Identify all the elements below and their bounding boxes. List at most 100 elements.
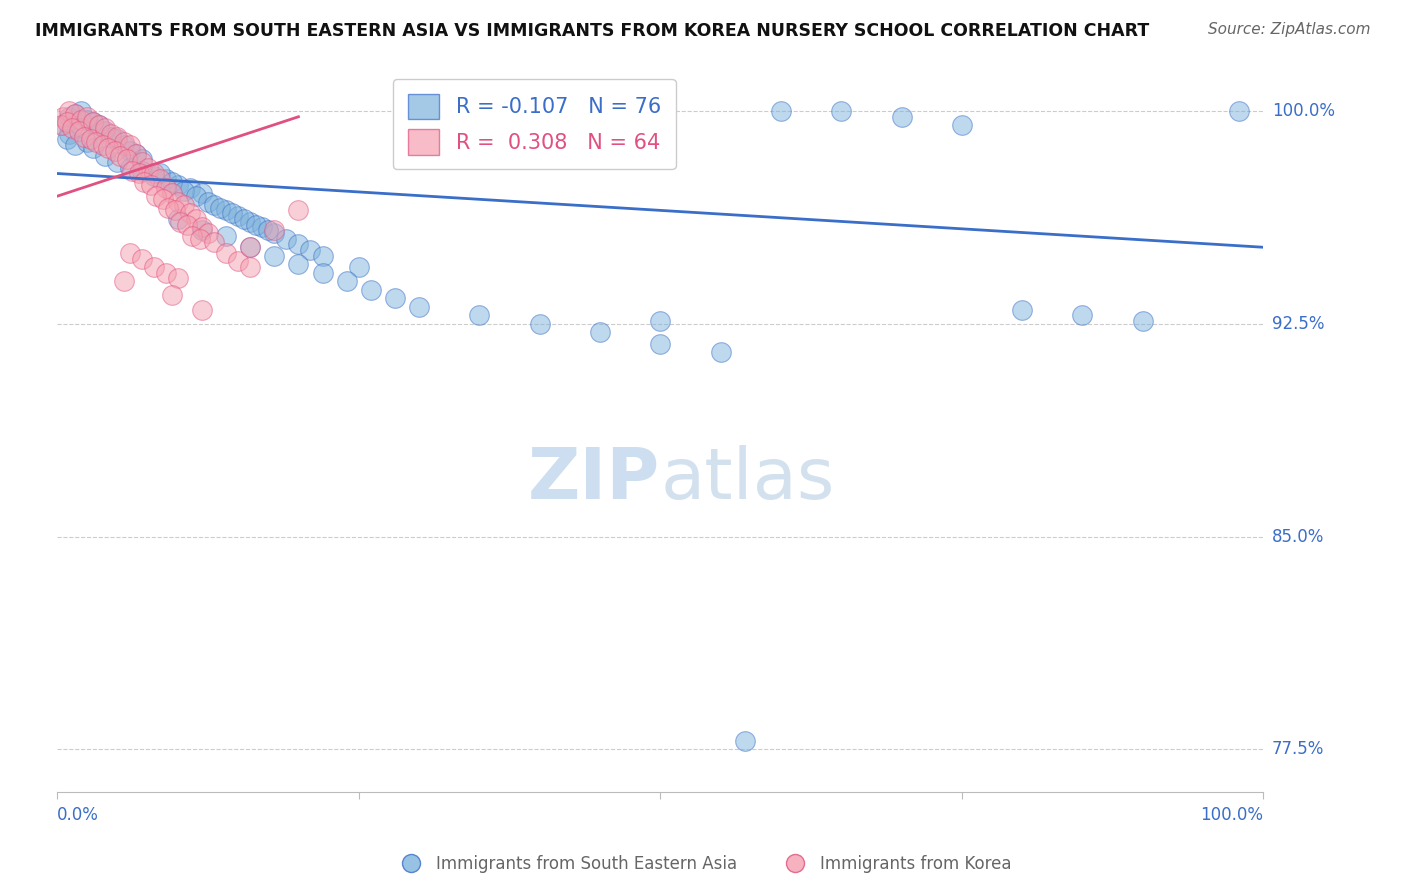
Point [76, 136, 98, 150]
Point [769, 104, 792, 119]
Point [157, 201, 180, 215]
Point [155, 180, 177, 194]
Text: 77.5%: 77.5% [1272, 740, 1324, 758]
Point [299, 243, 322, 257]
Point [226, 209, 249, 223]
Point [118, 138, 141, 153]
Point [131, 155, 153, 169]
Point [239, 240, 262, 254]
Point [104, 144, 127, 158]
Point [142, 260, 165, 274]
Point [160, 175, 183, 189]
Point [94, 124, 117, 138]
Point [132, 175, 155, 189]
Point [347, 260, 370, 274]
Point [112, 274, 135, 288]
Point [131, 163, 153, 178]
Point [65, 107, 87, 121]
Point [360, 283, 382, 297]
Text: 85.0%: 85.0% [1272, 528, 1324, 546]
Point [287, 203, 309, 218]
Point [67, 124, 90, 138]
Point [89, 118, 111, 132]
Point [70, 121, 93, 136]
Point [145, 189, 167, 203]
Point [165, 203, 187, 218]
Point [160, 186, 183, 201]
Point [52, 110, 75, 124]
Point [115, 153, 138, 167]
Point [76, 110, 98, 124]
Point [263, 226, 285, 240]
Point [149, 172, 172, 186]
Point [191, 223, 214, 237]
Point [197, 194, 219, 209]
Point [97, 141, 120, 155]
Point [188, 232, 211, 246]
Point [169, 215, 191, 229]
Point [257, 223, 280, 237]
Point [52, 118, 75, 132]
Point [155, 266, 177, 280]
Point [710, 345, 733, 359]
Text: 0.0%: 0.0% [58, 806, 98, 824]
Point [89, 118, 111, 132]
Text: IMMIGRANTS FROM SOUTH EASTERN ASIA VS IMMIGRANTS FROM KOREA NURSERY SCHOOL CORRE: IMMIGRANTS FROM SOUTH EASTERN ASIA VS IM… [35, 22, 1149, 40]
Point [70, 104, 93, 119]
Point [252, 220, 274, 235]
Point [311, 249, 333, 263]
Point [94, 121, 117, 136]
Point [1071, 309, 1094, 323]
Point [56, 132, 79, 146]
Point [65, 138, 87, 153]
Point [166, 271, 188, 285]
Point [173, 184, 195, 198]
Point [121, 163, 143, 178]
Point [263, 223, 285, 237]
Point [191, 186, 214, 201]
Point [131, 153, 153, 167]
Point [65, 107, 87, 121]
Point [202, 235, 225, 249]
Point [152, 192, 174, 206]
Point [208, 201, 231, 215]
Point [107, 155, 129, 169]
Point [529, 317, 551, 331]
Point [155, 172, 177, 186]
Point [408, 300, 430, 314]
Point [239, 260, 262, 274]
Point [70, 112, 93, 127]
Point [336, 274, 359, 288]
Point [179, 206, 201, 220]
Point [734, 734, 756, 748]
Point [221, 206, 243, 220]
Point [589, 326, 612, 340]
Point [58, 104, 80, 119]
Point [384, 291, 406, 305]
Point [100, 127, 122, 141]
Point [58, 127, 80, 141]
Point [184, 189, 207, 203]
Legend: R = -0.107   N = 76, R =  0.308   N = 64: R = -0.107 N = 76, R = 0.308 N = 64 [394, 78, 676, 169]
Point [108, 149, 131, 163]
Point [287, 257, 309, 271]
Point [118, 144, 141, 158]
Point [128, 167, 150, 181]
Point [82, 115, 104, 129]
Point [184, 211, 207, 226]
Text: ZIP: ZIP [529, 445, 661, 515]
Point [263, 249, 285, 263]
Point [91, 138, 114, 153]
Point [166, 194, 188, 209]
Point [191, 220, 214, 235]
Point [166, 178, 188, 192]
Point [141, 178, 163, 192]
Point [202, 197, 225, 211]
Point [142, 169, 165, 184]
Point [149, 167, 172, 181]
Point [311, 266, 333, 280]
Point [1132, 314, 1154, 328]
Y-axis label: Nursery School: Nursery School [0, 368, 8, 493]
Point [49, 118, 72, 132]
Point [118, 246, 141, 260]
